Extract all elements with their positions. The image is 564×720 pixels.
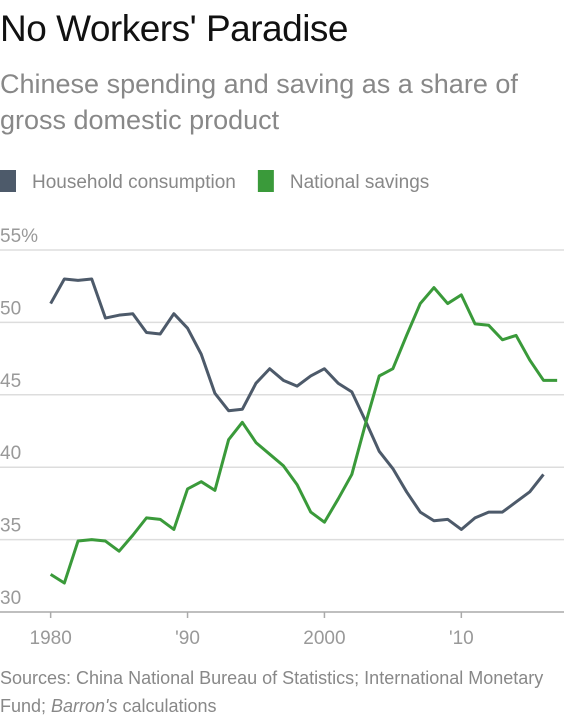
- legend-label: Household consumption: [32, 172, 236, 193]
- legend-swatch: [0, 170, 16, 192]
- x-tick-label: '10: [449, 628, 474, 649]
- y-tick-label: 35: [0, 516, 21, 537]
- series-line: [49, 286, 558, 585]
- x-tick-label: 2000: [303, 628, 345, 649]
- y-tick-label: 30: [0, 588, 21, 609]
- chart-subtitle: Chinese spending and saving as a share o…: [0, 69, 518, 135]
- source: Sources: China National Bureau of Statis…: [0, 664, 550, 720]
- y-tick-label: 40: [0, 443, 21, 464]
- x-tick-label: '90: [175, 628, 200, 649]
- legend-swatch: [257, 170, 274, 192]
- legend-label: National savings: [290, 172, 429, 193]
- x-tick-label: 1980: [30, 628, 72, 649]
- y-tick-label: 50: [0, 298, 21, 319]
- y-tick-label: 55%: [0, 226, 38, 247]
- chart-title: No Workers' Paradise: [0, 8, 349, 49]
- source-italic: Barron's: [51, 696, 118, 716]
- series-line: [49, 277, 545, 531]
- y-tick-label: 45: [0, 371, 21, 392]
- source-text: Sources: China National Bureau of Statis…: [0, 668, 544, 716]
- source-end: calculations: [117, 696, 217, 716]
